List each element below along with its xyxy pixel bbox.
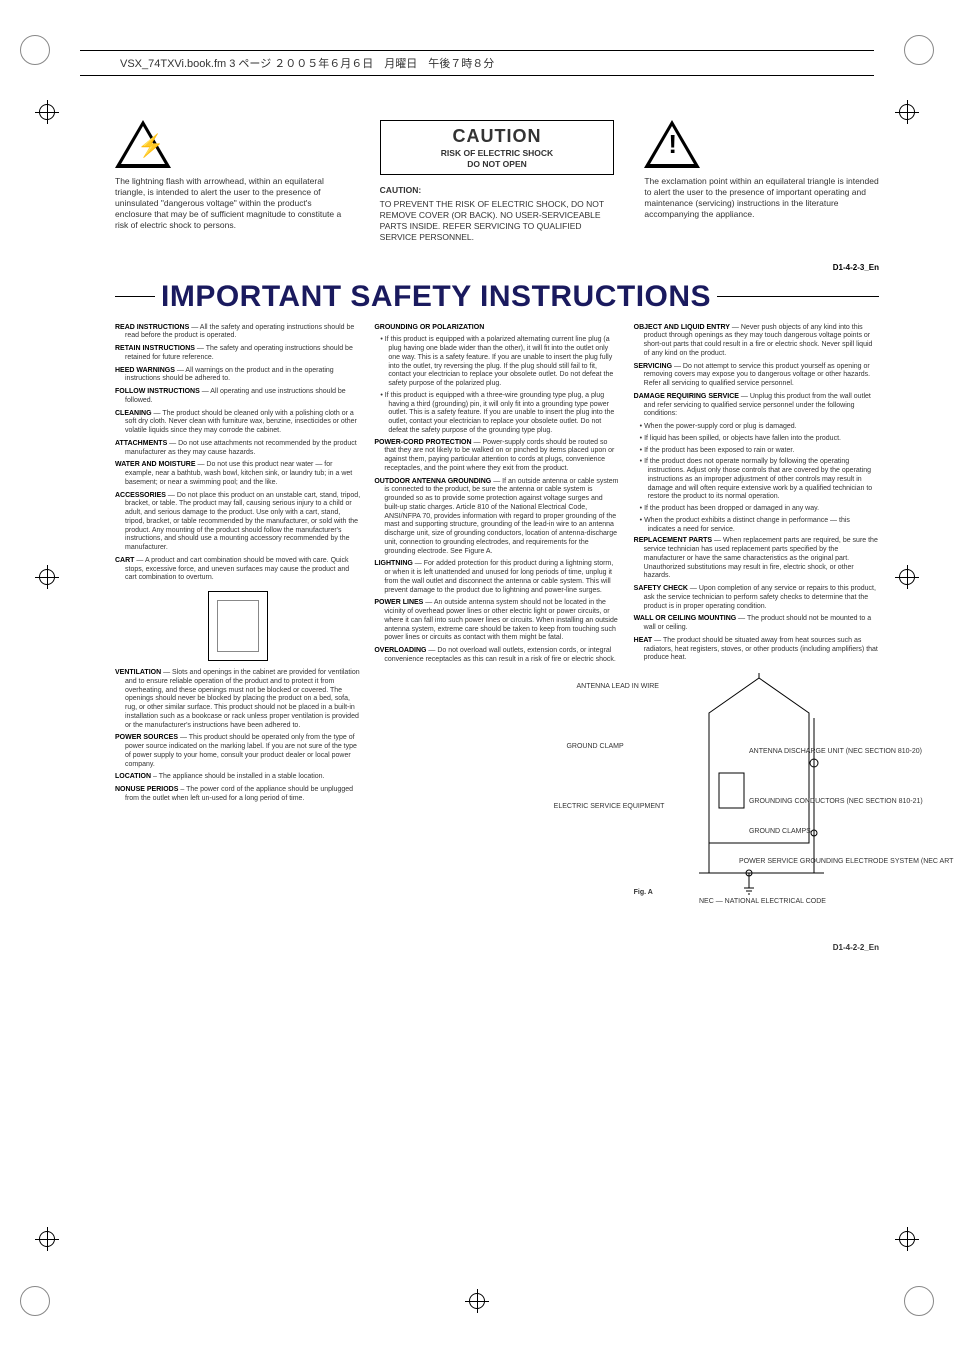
page-title: IMPORTANT SAFETY INSTRUCTIONS — [155, 280, 717, 314]
grounding-header: GROUNDING OR POLARIZATION — [374, 324, 619, 333]
instruction-item: POWER-CORD PROTECTION — Power-supply cor… — [374, 439, 619, 474]
label-antenna-lead: ANTENNA LEAD IN WIRE — [577, 683, 659, 692]
warning-center: CAUTION RISK OF ELECTRIC SHOCK DO NOT OP… — [380, 120, 615, 243]
instruction-item: READ INSTRUCTIONS — All the safety and o… — [115, 324, 360, 342]
instruction-item: ATTACHMENTS — Do not use attachments not… — [115, 440, 360, 458]
instruction-item: FOLLOW INSTRUCTIONS — All operating and … — [115, 388, 360, 406]
doc-code-top: D1-4-2-3_En — [115, 263, 879, 272]
main-title-row: IMPORTANT SAFETY INSTRUCTIONS — [115, 280, 879, 314]
warning-right-text: The exclamation point within an equilate… — [644, 176, 879, 220]
warning-left: ⚡ The lightning flash with arrowhead, wi… — [115, 120, 350, 243]
instruction-item: RETAIN INSTRUCTIONS — The safety and ope… — [115, 345, 360, 363]
label-antenna-discharge: ANTENNA DISCHARGE UNIT (NEC SECTION 810-… — [749, 748, 899, 757]
lightning-triangle-icon: ⚡ — [115, 120, 171, 168]
doc-code-bottom: D1-4-2-2_En — [833, 943, 879, 953]
instruction-item: WALL OR CEILING MOUNTING — The product s… — [634, 615, 879, 633]
column-2: GROUNDING OR POLARIZATION If this produc… — [374, 324, 619, 954]
instruction-columns: READ INSTRUCTIONS — All the safety and o… — [115, 324, 879, 954]
crop-mark-tl — [20, 35, 50, 65]
instruction-item: SERVICING — Do not attempt to service th… — [634, 363, 879, 389]
label-nec: NEC — NATIONAL ELECTRICAL CODE — [699, 898, 899, 907]
instruction-item: HEAT — The product should be situated aw… — [634, 637, 879, 663]
instruction-item: REPLACEMENT PARTS — When replacement par… — [634, 537, 879, 581]
caution-line2: DO NOT OPEN — [391, 159, 604, 170]
instruction-item: OVERLOADING — Do not overload wall outle… — [374, 647, 619, 665]
instruction-item: DAMAGE REQUIRING SERVICE — Unplug this p… — [634, 393, 879, 419]
bullet-item: If the product has been dropped or damag… — [634, 505, 879, 514]
caution-label: CAUTION: — [380, 185, 615, 196]
crop-mark-bl — [20, 1286, 50, 1316]
registration-mark — [895, 565, 919, 589]
warning-right: ! The exclamation point within an equila… — [644, 120, 879, 243]
bullet-item: If the product does not operate normally… — [634, 458, 879, 502]
instruction-item: CLEANING — The product should be cleaned… — [115, 410, 360, 436]
instruction-item: POWER SOURCES — This product should be o… — [115, 734, 360, 769]
label-grounding-conductors: GROUNDING CONDUCTORS (NEC SECTION 810-21… — [749, 798, 899, 807]
instruction-item: HEED WARNINGS — All warnings on the prod… — [115, 367, 360, 385]
instruction-item: CART — A product and cart combination sh… — [115, 557, 360, 583]
warning-section: ⚡ The lightning flash with arrowhead, wi… — [115, 120, 879, 243]
registration-mark — [895, 100, 919, 124]
crop-mark-tr — [904, 35, 934, 65]
caution-line1: RISK OF ELECTRIC SHOCK — [391, 148, 604, 159]
exclamation-triangle-icon: ! — [644, 120, 700, 168]
figure-a: ANTENNA LEAD IN WIRE GROUND CLAMP ELECTR… — [634, 673, 879, 953]
registration-mark — [465, 1289, 489, 1313]
instruction-item: NONUSE PERIODS – The power cord of the a… — [115, 786, 360, 804]
bullet-item: If this product is equipped with a three… — [374, 392, 619, 436]
bullet-item: When the product exhibits a distinct cha… — [634, 517, 879, 535]
registration-mark — [895, 1227, 919, 1251]
warning-left-text: The lightning flash with arrowhead, with… — [115, 176, 350, 231]
instruction-item: LOCATION – The appliance should be insta… — [115, 773, 360, 782]
caution-body: TO PREVENT THE RISK OF ELECTRIC SHOCK, D… — [380, 199, 615, 243]
instruction-item: ACCESSORIES — Do not place this product … — [115, 492, 360, 553]
header-filename: VSX_74TXVi.book.fm 3 ページ ２００５年６月６日 月曜日 午… — [120, 55, 494, 71]
caution-box: CAUTION RISK OF ELECTRIC SHOCK DO NOT OP… — [380, 120, 615, 175]
column-3: OBJECT AND LIQUID ENTRY — Never push obj… — [634, 324, 879, 954]
page-header: VSX_74TXVi.book.fm 3 ページ ２００５年６月６日 月曜日 午… — [80, 50, 874, 76]
figure-caption: Fig. A — [634, 889, 653, 898]
instruction-item: LIGHTNING — For added protection for thi… — [374, 560, 619, 595]
bullet-item: If liquid has been spilled, or objects h… — [634, 435, 879, 444]
instruction-item: WATER AND MOISTURE — Do not use this pro… — [115, 461, 360, 487]
registration-mark — [35, 565, 59, 589]
column-1: READ INSTRUCTIONS — All the safety and o… — [115, 324, 360, 954]
label-ground-clamps: GROUND CLAMPS — [749, 828, 899, 837]
instruction-item: VENTILATION — Slots and openings in the … — [115, 669, 360, 730]
instruction-item: OUTDOOR ANTENNA GROUNDING — If an outsid… — [374, 478, 619, 557]
registration-mark — [35, 100, 59, 124]
instruction-item: POWER LINES — An outside antenna system … — [374, 599, 619, 643]
label-electric-service: ELECTRIC SERVICE EQUIPMENT — [554, 803, 624, 812]
cart-tip-diagram — [208, 591, 268, 661]
bullet-item: If the product has been exposed to rain … — [634, 447, 879, 456]
registration-mark — [35, 1227, 59, 1251]
antenna-grounding-diagram — [669, 673, 849, 903]
instruction-item: OBJECT AND LIQUID ENTRY — Never push obj… — [634, 324, 879, 359]
instruction-item: SAFETY CHECK — Upon completion of any se… — [634, 585, 879, 611]
bullet-item: If this product is equipped with a polar… — [374, 336, 619, 389]
label-ground-clamp: GROUND CLAMP — [554, 743, 624, 752]
caution-title: CAUTION — [391, 125, 604, 148]
label-power-service: POWER SERVICE GROUNDING ELECTRODE SYSTEM… — [739, 858, 899, 867]
bullet-item: When the power-supply cord or plug is da… — [634, 423, 879, 432]
crop-mark-br — [904, 1286, 934, 1316]
